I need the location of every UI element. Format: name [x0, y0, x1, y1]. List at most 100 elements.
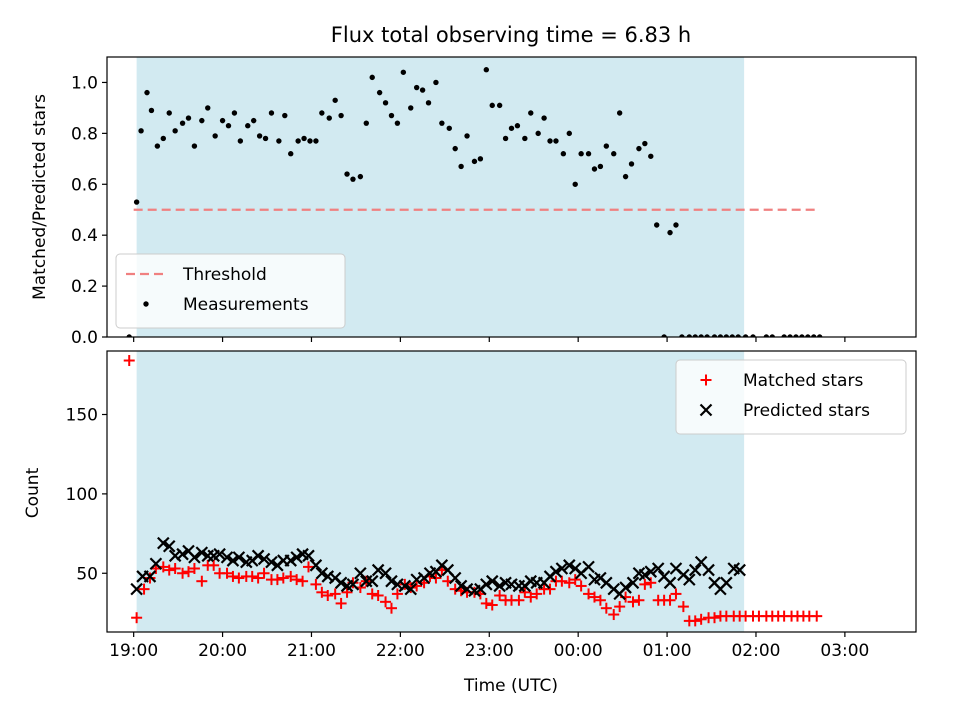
data-point	[220, 551, 234, 564]
data-point	[663, 576, 677, 590]
data-point	[172, 128, 178, 134]
data-point	[315, 566, 329, 580]
data-point-b	[485, 574, 499, 588]
data-point-b	[385, 574, 398, 588]
x-tick-label: 01:00	[643, 641, 692, 661]
data-point	[419, 87, 426, 93]
data-point	[382, 100, 389, 106]
data-point	[130, 582, 143, 596]
data-point	[616, 110, 623, 116]
top-panel: 0.0 0.2 0.4 0.6 0.8 1.0 Threshold Measurements	[71, 56, 917, 348]
data-point	[372, 589, 384, 601]
chart-title: Flux total observing time = 6.83 h	[331, 23, 691, 47]
data-point	[769, 334, 775, 337]
y-tick-label: 100	[66, 485, 98, 505]
data-point	[148, 107, 155, 114]
data-point	[811, 610, 823, 622]
data-point	[366, 588, 378, 600]
data-point-b	[149, 557, 163, 571]
data-point	[252, 572, 264, 584]
data-point	[208, 559, 220, 571]
x-tick-label: 22:00	[376, 641, 425, 661]
data-point	[708, 612, 720, 624]
data-point	[329, 588, 341, 600]
data-point	[611, 151, 617, 157]
data-point	[237, 138, 244, 144]
data-point	[591, 166, 598, 172]
data-point	[302, 549, 315, 563]
data-point	[549, 565, 563, 578]
data-point	[572, 181, 578, 187]
data-point	[717, 334, 724, 337]
data-point	[265, 555, 278, 569]
data-point	[471, 158, 478, 165]
data-point	[689, 615, 701, 627]
data-point	[628, 161, 635, 167]
data-point-b	[663, 576, 677, 590]
data-point-b	[448, 571, 462, 585]
data-point	[332, 97, 338, 103]
data-point	[679, 334, 685, 337]
data-point	[594, 594, 606, 606]
data-point-b	[410, 573, 423, 586]
data-point-b	[733, 563, 746, 577]
data-point	[563, 559, 576, 572]
data-point	[452, 145, 458, 152]
data-point	[619, 581, 632, 594]
data-point-b	[188, 551, 201, 564]
data-point-b	[130, 582, 143, 596]
data-point	[704, 334, 710, 337]
legend-label: Matched stars	[743, 371, 863, 391]
data-point	[750, 334, 756, 337]
data-point	[232, 551, 246, 564]
data-point	[464, 133, 470, 139]
data-point	[250, 117, 257, 124]
data-point	[338, 112, 344, 119]
data-point	[191, 143, 198, 149]
data-point	[513, 594, 525, 606]
data-point-b	[220, 551, 234, 564]
data-point-b	[720, 576, 733, 590]
legend-swatch-b	[699, 403, 713, 417]
data-point	[553, 138, 559, 144]
data-point	[388, 112, 395, 119]
data-point	[673, 222, 679, 228]
data-point	[335, 597, 347, 609]
bottom-observing-window	[136, 351, 745, 632]
data-point	[408, 105, 414, 111]
data-point	[496, 102, 503, 109]
data-point	[485, 574, 499, 588]
legend-box	[115, 253, 346, 329]
data-point-b	[600, 576, 613, 590]
data-point-b	[296, 547, 309, 561]
data-point	[256, 133, 263, 139]
data-point	[309, 559, 323, 572]
data-point-b	[632, 566, 646, 580]
data-point	[303, 561, 315, 573]
data-point	[290, 551, 303, 564]
data-point-b	[371, 563, 385, 577]
y-tick-label: 0.8	[71, 124, 98, 144]
legend-swatch	[700, 374, 712, 386]
data-point	[179, 120, 186, 126]
data-point	[686, 334, 693, 337]
y-tick-label: 0.2	[71, 277, 98, 297]
data-point-b	[346, 578, 360, 591]
data-point	[787, 334, 793, 337]
data-point-b	[290, 551, 303, 564]
data-point	[711, 334, 718, 337]
data-point-b	[499, 576, 512, 590]
data-point	[781, 334, 787, 337]
data-point-b	[582, 560, 595, 574]
data-point	[531, 588, 543, 600]
data-point	[535, 130, 541, 137]
data-point-b	[651, 562, 665, 575]
data-point	[344, 171, 350, 177]
data-point	[799, 334, 805, 337]
data-point-b	[398, 579, 412, 593]
data-point-b	[265, 555, 278, 569]
data-point-b	[232, 551, 246, 564]
data-point	[667, 229, 673, 236]
data-point	[313, 138, 319, 144]
data-point	[425, 100, 432, 106]
